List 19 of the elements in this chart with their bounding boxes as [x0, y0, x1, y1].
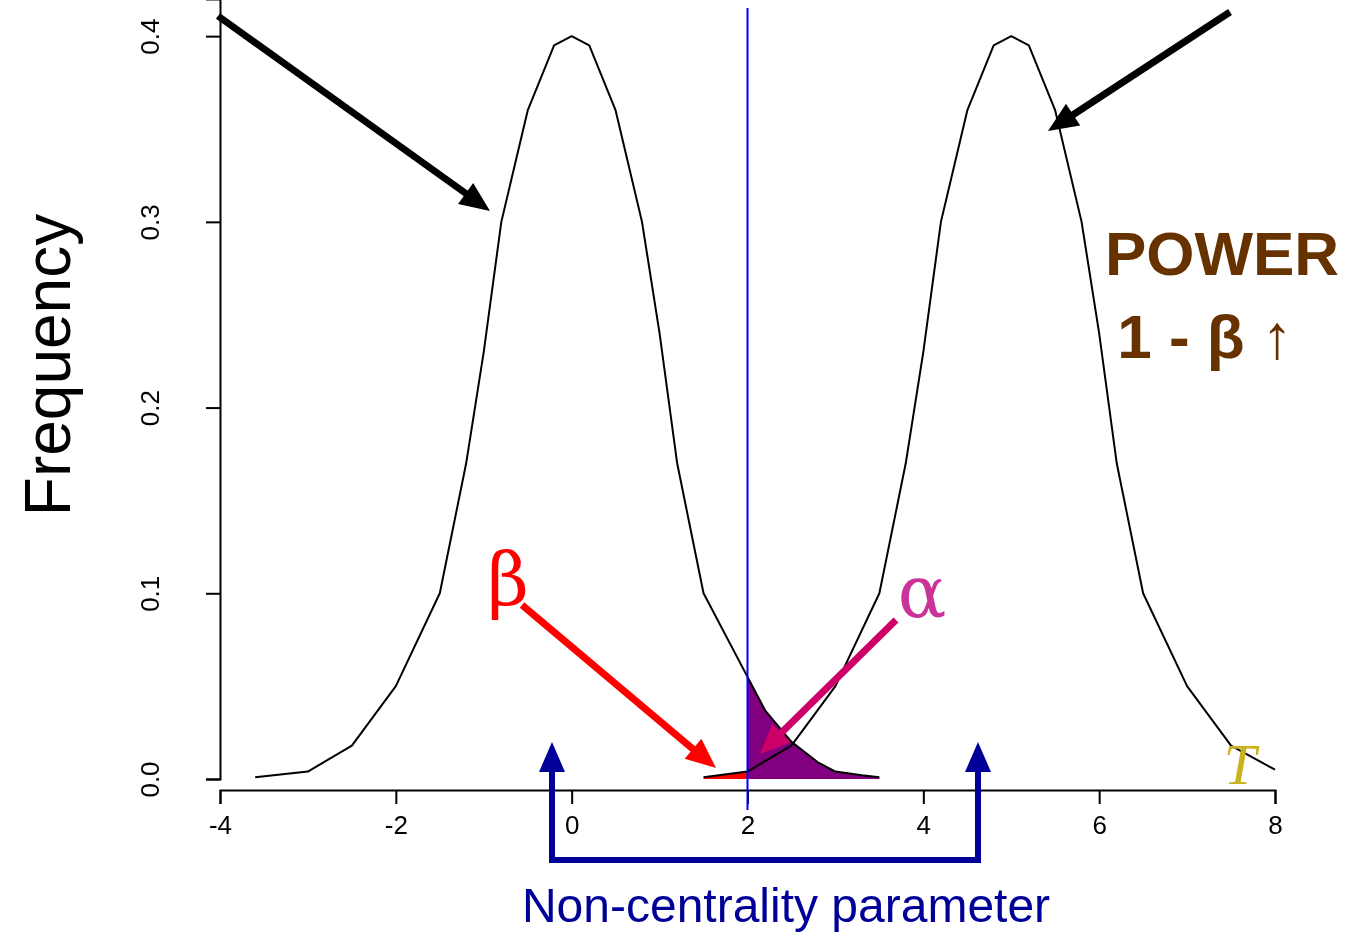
x-tick-label: 8	[1268, 810, 1283, 841]
annotation: β	[487, 538, 529, 622]
annotation: T	[1223, 732, 1260, 797]
x-tick-label: 2	[740, 810, 756, 841]
y-tick-label: 0.0	[135, 761, 166, 798]
annotation: 1 - β ↑	[1117, 302, 1293, 371]
y-tick-label: 0.3	[135, 204, 166, 241]
y-tick-label: 0.1	[135, 575, 166, 612]
text: Non-centrality parameter	[521, 879, 1051, 932]
x-tick-label: -2	[384, 810, 408, 841]
x-tick-label: 0	[564, 810, 580, 841]
annotation: α	[897, 550, 947, 634]
x-tick-label: 6	[1092, 810, 1107, 841]
annotation: POWER	[1104, 219, 1340, 288]
x-tick-label: 4	[916, 810, 932, 841]
y-tick-label: 0.2	[135, 389, 166, 427]
y-axis-title: Frequency	[12, 213, 84, 517]
x-tick-label: -4	[208, 810, 233, 841]
y-tick-label: 0.4	[135, 18, 166, 55]
